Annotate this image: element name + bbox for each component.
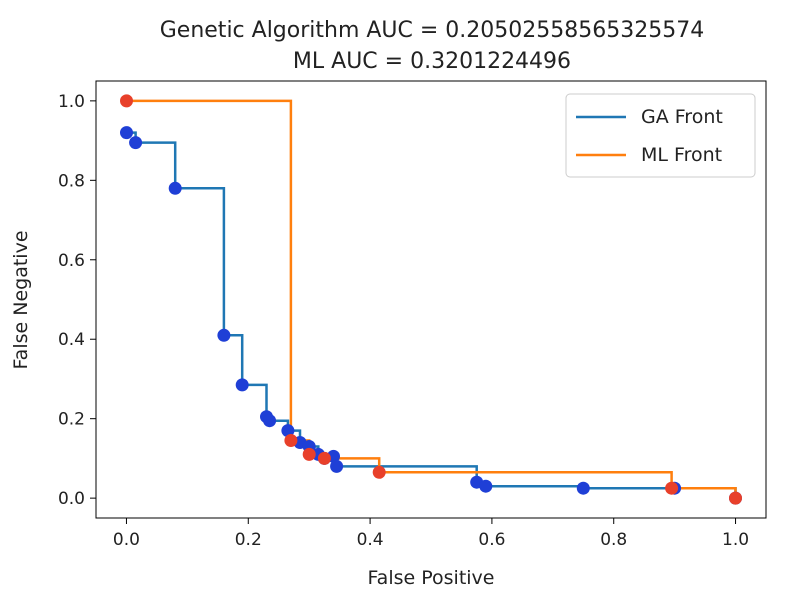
plot-area-frame [95, 80, 767, 519]
x-axis: 0.0 0.2 0.4 0.6 0.8 1.0 [113, 518, 749, 550]
ml-front-point [317, 451, 331, 465]
ml-front-point [729, 491, 742, 505]
y-tick-label: 1.0 [58, 92, 85, 112]
legend-ga-front-label: GA Front [641, 106, 723, 128]
x-axis-label: False Positive [368, 567, 495, 589]
y-tick-label: 0.2 [58, 410, 85, 430]
chart-title-line2: ML AUC = 0.3201224496 [293, 49, 571, 74]
chart-title-line1: Genetic Algorithm AUC = 0.20502558565325… [160, 18, 705, 43]
ga-front-point [263, 414, 277, 428]
ml-front-point [120, 94, 133, 108]
x-tick-label: 0.6 [478, 530, 505, 550]
ga-front-point [479, 479, 493, 493]
ga-front-point [217, 328, 231, 342]
y-axis: 0.0 0.2 0.4 0.6 0.8 1.0 [58, 92, 96, 509]
ga-front-point [281, 424, 295, 438]
ml-front-point [302, 447, 316, 461]
plot-markers [120, 94, 742, 505]
y-tick-label: 0.6 [58, 251, 85, 271]
ga-front-line [126, 131, 737, 499]
legend: GA Front ML Front [565, 93, 756, 178]
legend-ml-front-label: ML Front [641, 144, 722, 166]
x-tick-label: 0.2 [235, 530, 262, 550]
y-tick-label: 0.8 [58, 171, 85, 191]
x-tick-label: 1.0 [722, 530, 749, 550]
ga-front-point [129, 136, 143, 150]
y-tick-label: 0.0 [58, 489, 85, 509]
ga-front-point [330, 459, 344, 473]
ga-front-point [120, 126, 133, 140]
ga-front-point [235, 378, 249, 392]
x-tick-label: 0.0 [113, 530, 140, 550]
ml-front-point [372, 465, 386, 479]
ga-front-point [576, 481, 590, 495]
y-axis-label: False Negative [10, 230, 32, 369]
x-tick-label: 0.4 [357, 530, 384, 550]
x-tick-label: 0.8 [600, 530, 627, 550]
ml-front-point [284, 434, 298, 447]
ga-front-point [168, 181, 182, 195]
y-tick-label: 0.4 [58, 330, 85, 350]
ml-front-point [665, 481, 679, 495]
